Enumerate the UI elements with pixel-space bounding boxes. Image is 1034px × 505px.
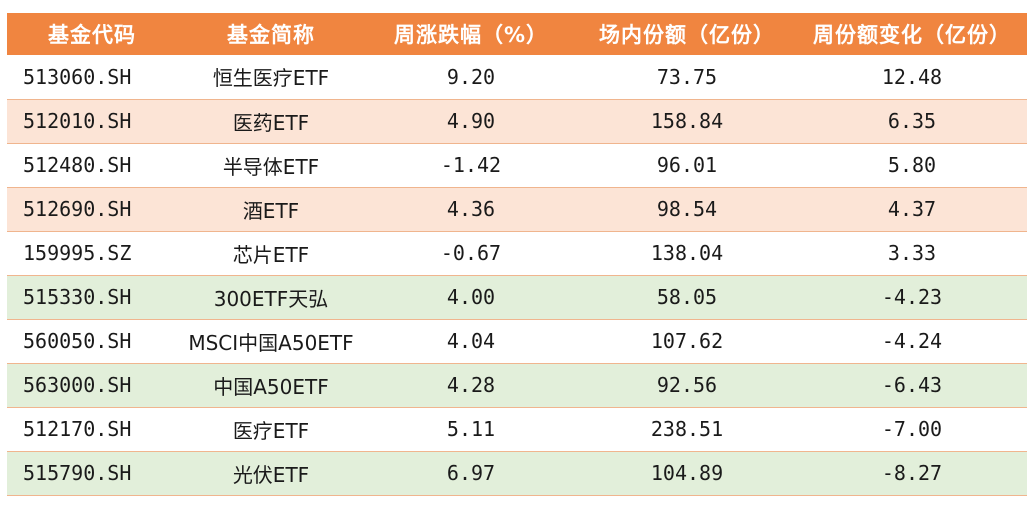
fund-name-cell: 医药ETF <box>177 99 365 144</box>
fund-name-cell: 300ETF天弘 <box>177 275 365 320</box>
fund-name-cell: 光伏ETF <box>177 451 365 496</box>
table-row: 512170.SH 医疗ETF 5.11 238.51 -7.00 <box>7 407 1027 452</box>
share-change-cell: 4.37 <box>797 187 1027 232</box>
fund-name-cell: 恒生医疗ETF <box>177 55 365 100</box>
table-row: 159995.SZ 芯片ETF -0.67 138.04 3.33 <box>7 231 1027 276</box>
fund-name-cell: 医疗ETF <box>177 407 365 452</box>
shares-cell: 58.05 <box>577 275 797 320</box>
header-weekly-share-change[interactable]: 周份额变化（亿份） <box>797 13 1027 55</box>
fund-name-cell: 酒ETF <box>177 187 365 232</box>
fund-code-cell: 563000.SH <box>7 363 177 408</box>
shares-cell: 138.04 <box>577 231 797 276</box>
share-change-cell: -4.23 <box>797 275 1027 320</box>
table-row: 515330.SH 300ETF天弘 4.00 58.05 -4.23 <box>7 275 1027 320</box>
table-row: 512690.SH 酒ETF 4.36 98.54 4.37 <box>7 187 1027 232</box>
share-change-cell: -8.27 <box>797 451 1027 496</box>
fund-code-cell: 512170.SH <box>7 407 177 452</box>
table-row: 512010.SH 医药ETF 4.90 158.84 6.35 <box>7 99 1027 144</box>
share-change-cell: -4.24 <box>797 319 1027 364</box>
fund-name-cell: 中国A50ETF <box>177 363 365 408</box>
weekly-change-cell: 6.97 <box>365 451 577 496</box>
weekly-change-cell: 4.00 <box>365 275 577 320</box>
table-row: 560050.SH MSCI中国A50ETF 4.04 107.62 -4.24 <box>7 319 1027 364</box>
header-on-exchange-shares[interactable]: 场内份额（亿份） <box>577 13 797 55</box>
table-row: 563000.SH 中国A50ETF 4.28 92.56 -6.43 <box>7 363 1027 408</box>
fund-code-cell: 512010.SH <box>7 99 177 144</box>
fund-code-cell: 515790.SH <box>7 451 177 496</box>
header-weekly-change[interactable]: 周涨跌幅（%） <box>365 13 577 55</box>
etf-table: 基金代码 基金简称 周涨跌幅（%） 场内份额（亿份） 周份额变化（亿份） 513… <box>7 13 1027 496</box>
fund-code-cell: 512690.SH <box>7 187 177 232</box>
fund-code-cell: 515330.SH <box>7 275 177 320</box>
share-change-cell: 6.35 <box>797 99 1027 144</box>
weekly-change-cell: 4.90 <box>365 99 577 144</box>
weekly-change-cell: -0.67 <box>365 231 577 276</box>
table-row: 515790.SH 光伏ETF 6.97 104.89 -8.27 <box>7 451 1027 496</box>
weekly-change-cell: 4.36 <box>365 187 577 232</box>
shares-cell: 158.84 <box>577 99 797 144</box>
share-change-cell: 3.33 <box>797 231 1027 276</box>
fund-name-cell: MSCI中国A50ETF <box>177 319 365 364</box>
shares-cell: 73.75 <box>577 55 797 100</box>
table-header-row: 基金代码 基金简称 周涨跌幅（%） 场内份额（亿份） 周份额变化（亿份） <box>7 13 1027 55</box>
etf-table-container: 基金代码 基金简称 周涨跌幅（%） 场内份额（亿份） 周份额变化（亿份） 513… <box>7 13 1027 496</box>
shares-cell: 92.56 <box>577 363 797 408</box>
fund-code-cell: 159995.SZ <box>7 231 177 276</box>
shares-cell: 104.89 <box>577 451 797 496</box>
weekly-change-cell: -1.42 <box>365 143 577 188</box>
fund-code-cell: 512480.SH <box>7 143 177 188</box>
fund-name-cell: 半导体ETF <box>177 143 365 188</box>
header-fund-name[interactable]: 基金简称 <box>177 13 365 55</box>
share-change-cell: -6.43 <box>797 363 1027 408</box>
header-fund-code[interactable]: 基金代码 <box>7 13 177 55</box>
fund-code-cell: 513060.SH <box>7 55 177 100</box>
fund-name-cell: 芯片ETF <box>177 231 365 276</box>
share-change-cell: 5.80 <box>797 143 1027 188</box>
weekly-change-cell: 9.20 <box>365 55 577 100</box>
table-row: 513060.SH 恒生医疗ETF 9.20 73.75 12.48 <box>7 55 1027 100</box>
share-change-cell: 12.48 <box>797 55 1027 100</box>
fund-code-cell: 560050.SH <box>7 319 177 364</box>
shares-cell: 96.01 <box>577 143 797 188</box>
weekly-change-cell: 4.04 <box>365 319 577 364</box>
shares-cell: 107.62 <box>577 319 797 364</box>
weekly-change-cell: 5.11 <box>365 407 577 452</box>
weekly-change-cell: 4.28 <box>365 363 577 408</box>
table-row: 512480.SH 半导体ETF -1.42 96.01 5.80 <box>7 143 1027 188</box>
shares-cell: 238.51 <box>577 407 797 452</box>
shares-cell: 98.54 <box>577 187 797 232</box>
share-change-cell: -7.00 <box>797 407 1027 452</box>
